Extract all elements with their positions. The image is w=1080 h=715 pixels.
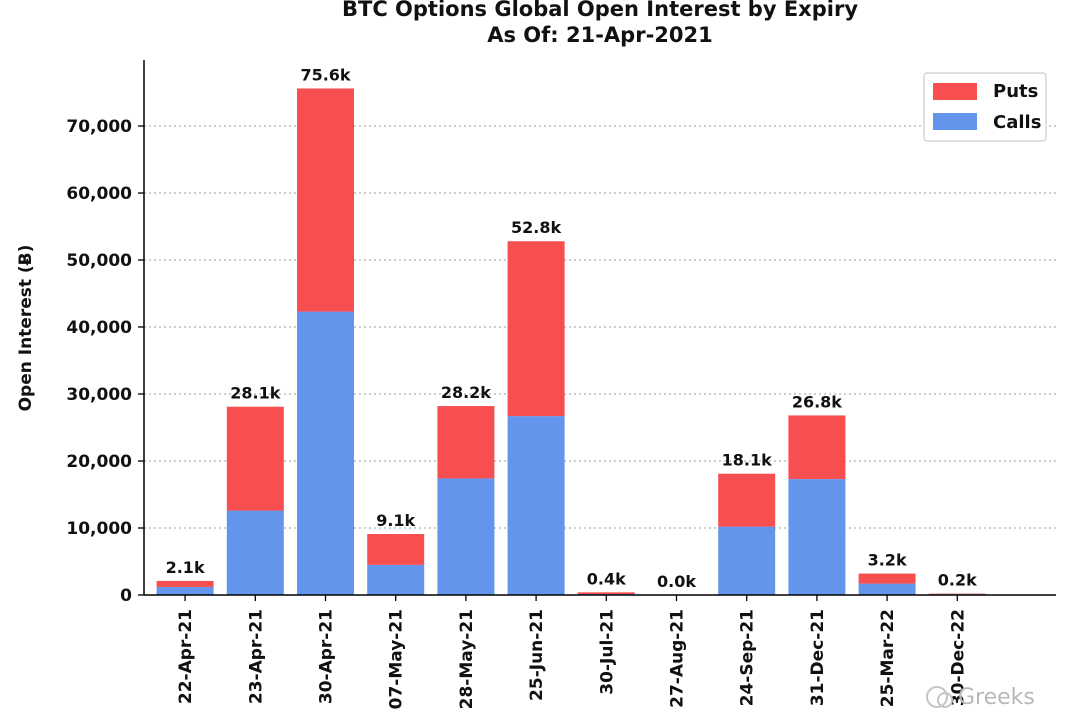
y-tick-label: 20,000 [66, 452, 132, 472]
chart-title: BTC Options Global Open Interest by Expi… [342, 0, 858, 21]
y-tick-label: 50,000 [66, 251, 132, 271]
bar-puts [157, 581, 214, 587]
y-tick-label: 60,000 [66, 184, 132, 204]
bar-total-label: 52.8k [511, 218, 561, 237]
bar-total-label: 75.6k [300, 65, 350, 84]
x-tick-label: 25-Mar-22 [878, 609, 898, 707]
bar-total-label: 0.0k [657, 572, 696, 591]
watermark: Greeks [927, 685, 1035, 710]
y-tick-label: 40,000 [66, 318, 132, 338]
x-tick-label: 24-Sep-21 [738, 609, 758, 706]
bar-puts [297, 88, 354, 311]
x-tick-label: 23-Apr-21 [246, 609, 266, 704]
bar-total-label: 9.1k [376, 511, 415, 530]
chart-subtitle: As Of: 21-Apr-2021 [487, 23, 713, 47]
x-tick-label: 28-May-21 [457, 609, 477, 709]
bar-calls [508, 416, 565, 595]
x-tick-label: 27-Aug-21 [668, 609, 688, 708]
x-tick-label: 07-May-21 [387, 609, 407, 709]
y-tick-layer: 0 10,000 20,000 30,000 40,000 50,000 60,000 70,… [66, 117, 144, 606]
bar-puts [437, 406, 494, 478]
bar-total-label: 2.1k [166, 558, 205, 577]
bar-total-label: 3.2k [868, 551, 907, 570]
bar-puts [578, 592, 635, 594]
bar-calls [157, 587, 214, 595]
legend: Puts Calls [924, 73, 1046, 141]
bar-puts [788, 415, 845, 479]
y-tick-label: 10,000 [66, 519, 132, 539]
x-tick-label: 31-Dec-21 [808, 609, 828, 706]
legend-label-calls: Calls [993, 112, 1041, 133]
watermark-text: Greeks [958, 685, 1035, 710]
bar-calls [297, 312, 354, 595]
legend-label-puts: Puts [993, 81, 1038, 102]
x-tick-label: 30-Jul-21 [597, 609, 617, 695]
bar-calls [718, 527, 775, 595]
bars-layer [157, 88, 986, 595]
bar-puts [929, 594, 986, 595]
watermark-logo-icon [927, 687, 947, 707]
x-tick-layer: 22-Apr-21 23-Apr-21 30-Apr-21 07-May-21 28-M… [176, 595, 968, 709]
data-label-layer: 2.1k 28.1k 75.6k 9.1k 28.2k 52.8k 0.4k 0.0k 18.1… [166, 65, 978, 590]
bar-total-label: 18.1k [722, 451, 772, 470]
bar-puts [859, 574, 916, 584]
bar-total-label: 0.2k [938, 571, 977, 590]
bar-total-label: 28.2k [441, 383, 491, 402]
bar-total-label: 0.4k [587, 569, 626, 588]
x-tick-label: 30-Apr-21 [317, 609, 337, 704]
bar-calls [227, 511, 284, 595]
y-tick-label: 0 [120, 586, 132, 606]
bar-calls [788, 479, 845, 595]
bar-total-label: 26.8k [792, 392, 842, 411]
x-tick-label: 25-Jun-21 [527, 609, 547, 701]
bar-puts [718, 474, 775, 527]
bar-puts [367, 534, 424, 565]
bar-puts [227, 407, 284, 511]
y-tick-label: 70,000 [66, 117, 132, 137]
bar-total-label: 28.1k [230, 384, 280, 403]
legend-swatch-puts [933, 83, 977, 100]
legend-swatch-calls [933, 113, 977, 130]
y-tick-label: 30,000 [66, 385, 132, 405]
bar-calls [367, 565, 424, 595]
x-tick-label: 22-Apr-21 [176, 609, 196, 704]
bar-calls [859, 584, 916, 595]
y-axis-label: Open Interest (Ƀ) [16, 245, 36, 412]
bar-puts [508, 241, 565, 416]
bar-calls [437, 478, 494, 595]
